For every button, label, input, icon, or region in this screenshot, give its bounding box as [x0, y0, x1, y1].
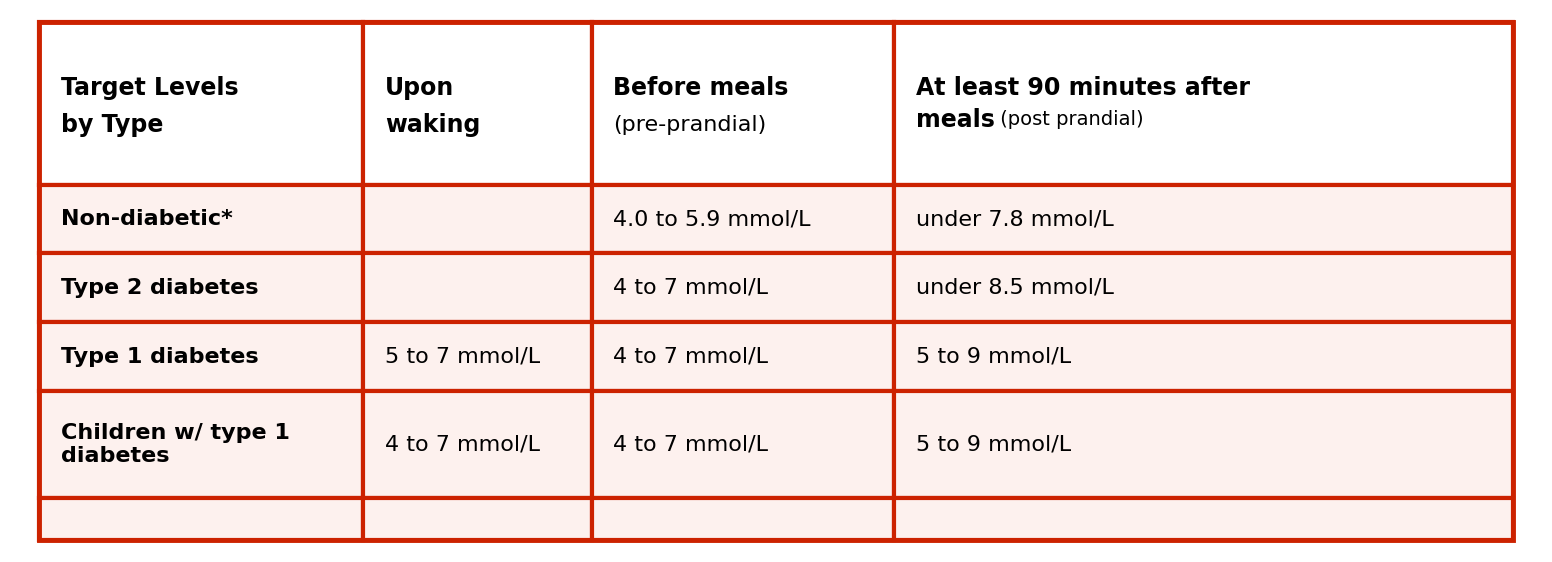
Text: Non-diabetic*: Non-diabetic* [61, 209, 233, 229]
Text: Children w/ type 1
diabetes: Children w/ type 1 diabetes [61, 423, 289, 466]
Bar [591, 498, 894, 540]
Bar [591, 322, 894, 391]
Text: under 8.5 mmol/L: under 8.5 mmol/L [916, 278, 1113, 298]
Text: Target Levels: Target Levels [61, 76, 237, 100]
Text: 4 to 7 mmol/L: 4 to 7 mmol/L [613, 347, 768, 366]
Bar [894, 22, 1513, 185]
Bar [894, 498, 1513, 540]
Bar [39, 185, 363, 253]
Bar [363, 253, 591, 322]
Bar [363, 498, 591, 540]
Text: Before meals: Before meals [613, 76, 788, 100]
Bar [363, 22, 591, 185]
Text: under 7.8 mmol/L: under 7.8 mmol/L [916, 209, 1113, 229]
Bar [894, 322, 1513, 391]
Bar [39, 22, 363, 185]
Text: (post prandial): (post prandial) [993, 110, 1144, 129]
Text: meals: meals [916, 107, 995, 132]
Text: (pre-prandial): (pre-prandial) [613, 115, 767, 135]
Bar [894, 253, 1513, 322]
Text: by Type: by Type [61, 113, 163, 137]
Text: 5 to 7 mmol/L: 5 to 7 mmol/L [385, 347, 540, 366]
Text: At least 90 minutes after: At least 90 minutes after [916, 76, 1249, 99]
Text: 5 to 9 mmol/L: 5 to 9 mmol/L [916, 434, 1071, 455]
Bar [591, 391, 894, 498]
Bar [591, 185, 894, 253]
Bar [363, 185, 591, 253]
Bar [39, 391, 363, 498]
Bar [363, 322, 591, 391]
Bar [39, 253, 363, 322]
Text: 4.0 to 5.9 mmol/L: 4.0 to 5.9 mmol/L [613, 209, 812, 229]
Bar [894, 185, 1513, 253]
Text: 4 to 7 mmol/L: 4 to 7 mmol/L [613, 434, 768, 455]
Bar [894, 391, 1513, 498]
Text: 4 to 7 mmol/L: 4 to 7 mmol/L [613, 278, 768, 298]
Bar [39, 498, 363, 540]
Bar [39, 322, 363, 391]
Bar [363, 391, 591, 498]
Text: waking: waking [385, 113, 480, 137]
Text: 5 to 9 mmol/L: 5 to 9 mmol/L [916, 347, 1071, 366]
Bar [591, 22, 894, 185]
Bar [591, 253, 894, 322]
Text: Type 1 diabetes: Type 1 diabetes [61, 347, 258, 366]
Text: Upon: Upon [385, 76, 455, 100]
Text: 4 to 7 mmol/L: 4 to 7 mmol/L [385, 434, 540, 455]
Text: Type 2 diabetes: Type 2 diabetes [61, 278, 258, 298]
